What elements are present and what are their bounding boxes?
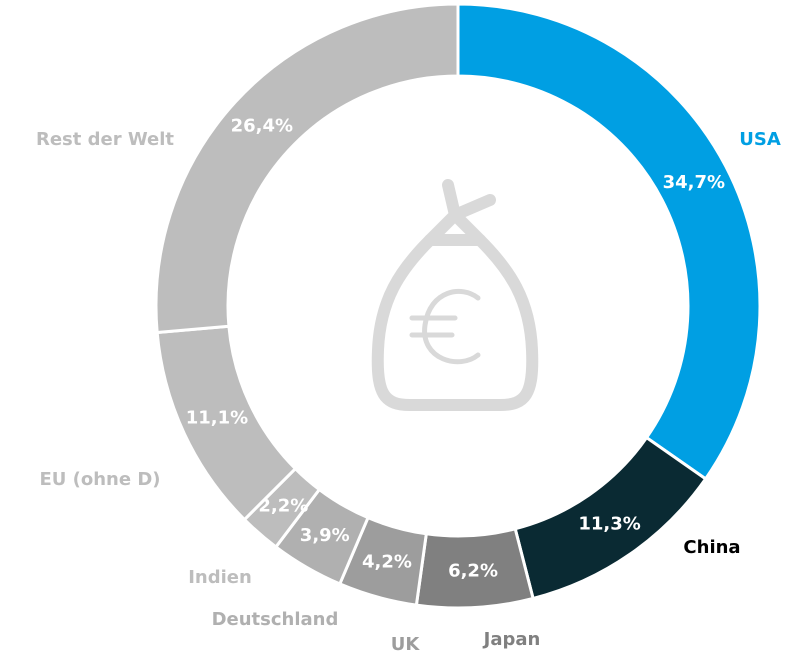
category-label: EU (ohne D) [39,469,160,490]
euro-sign [409,288,481,365]
category-label: Indien [188,567,252,588]
money-bag-icon [371,179,539,411]
category-label: UK [391,634,421,655]
category-label: Rest der Welt [36,129,174,150]
category-label: USA [739,129,781,150]
value-label: 26,4% [231,115,293,136]
value-label: 34,7% [663,172,725,193]
donut-slice [154,2,460,335]
value-label: 6,2% [448,561,498,582]
category-label: Japan [482,629,541,650]
category-label: China [683,537,740,558]
donut-slice [456,2,762,481]
bag-body [371,234,539,411]
value-label: 4,2% [362,551,412,572]
value-label: 11,1% [186,408,248,429]
bag-knot [424,179,496,246]
category-label: Deutschland [212,609,339,630]
value-label: 2,2% [258,496,308,517]
value-label: 11,3% [578,514,640,535]
value-label: 3,9% [300,525,350,546]
